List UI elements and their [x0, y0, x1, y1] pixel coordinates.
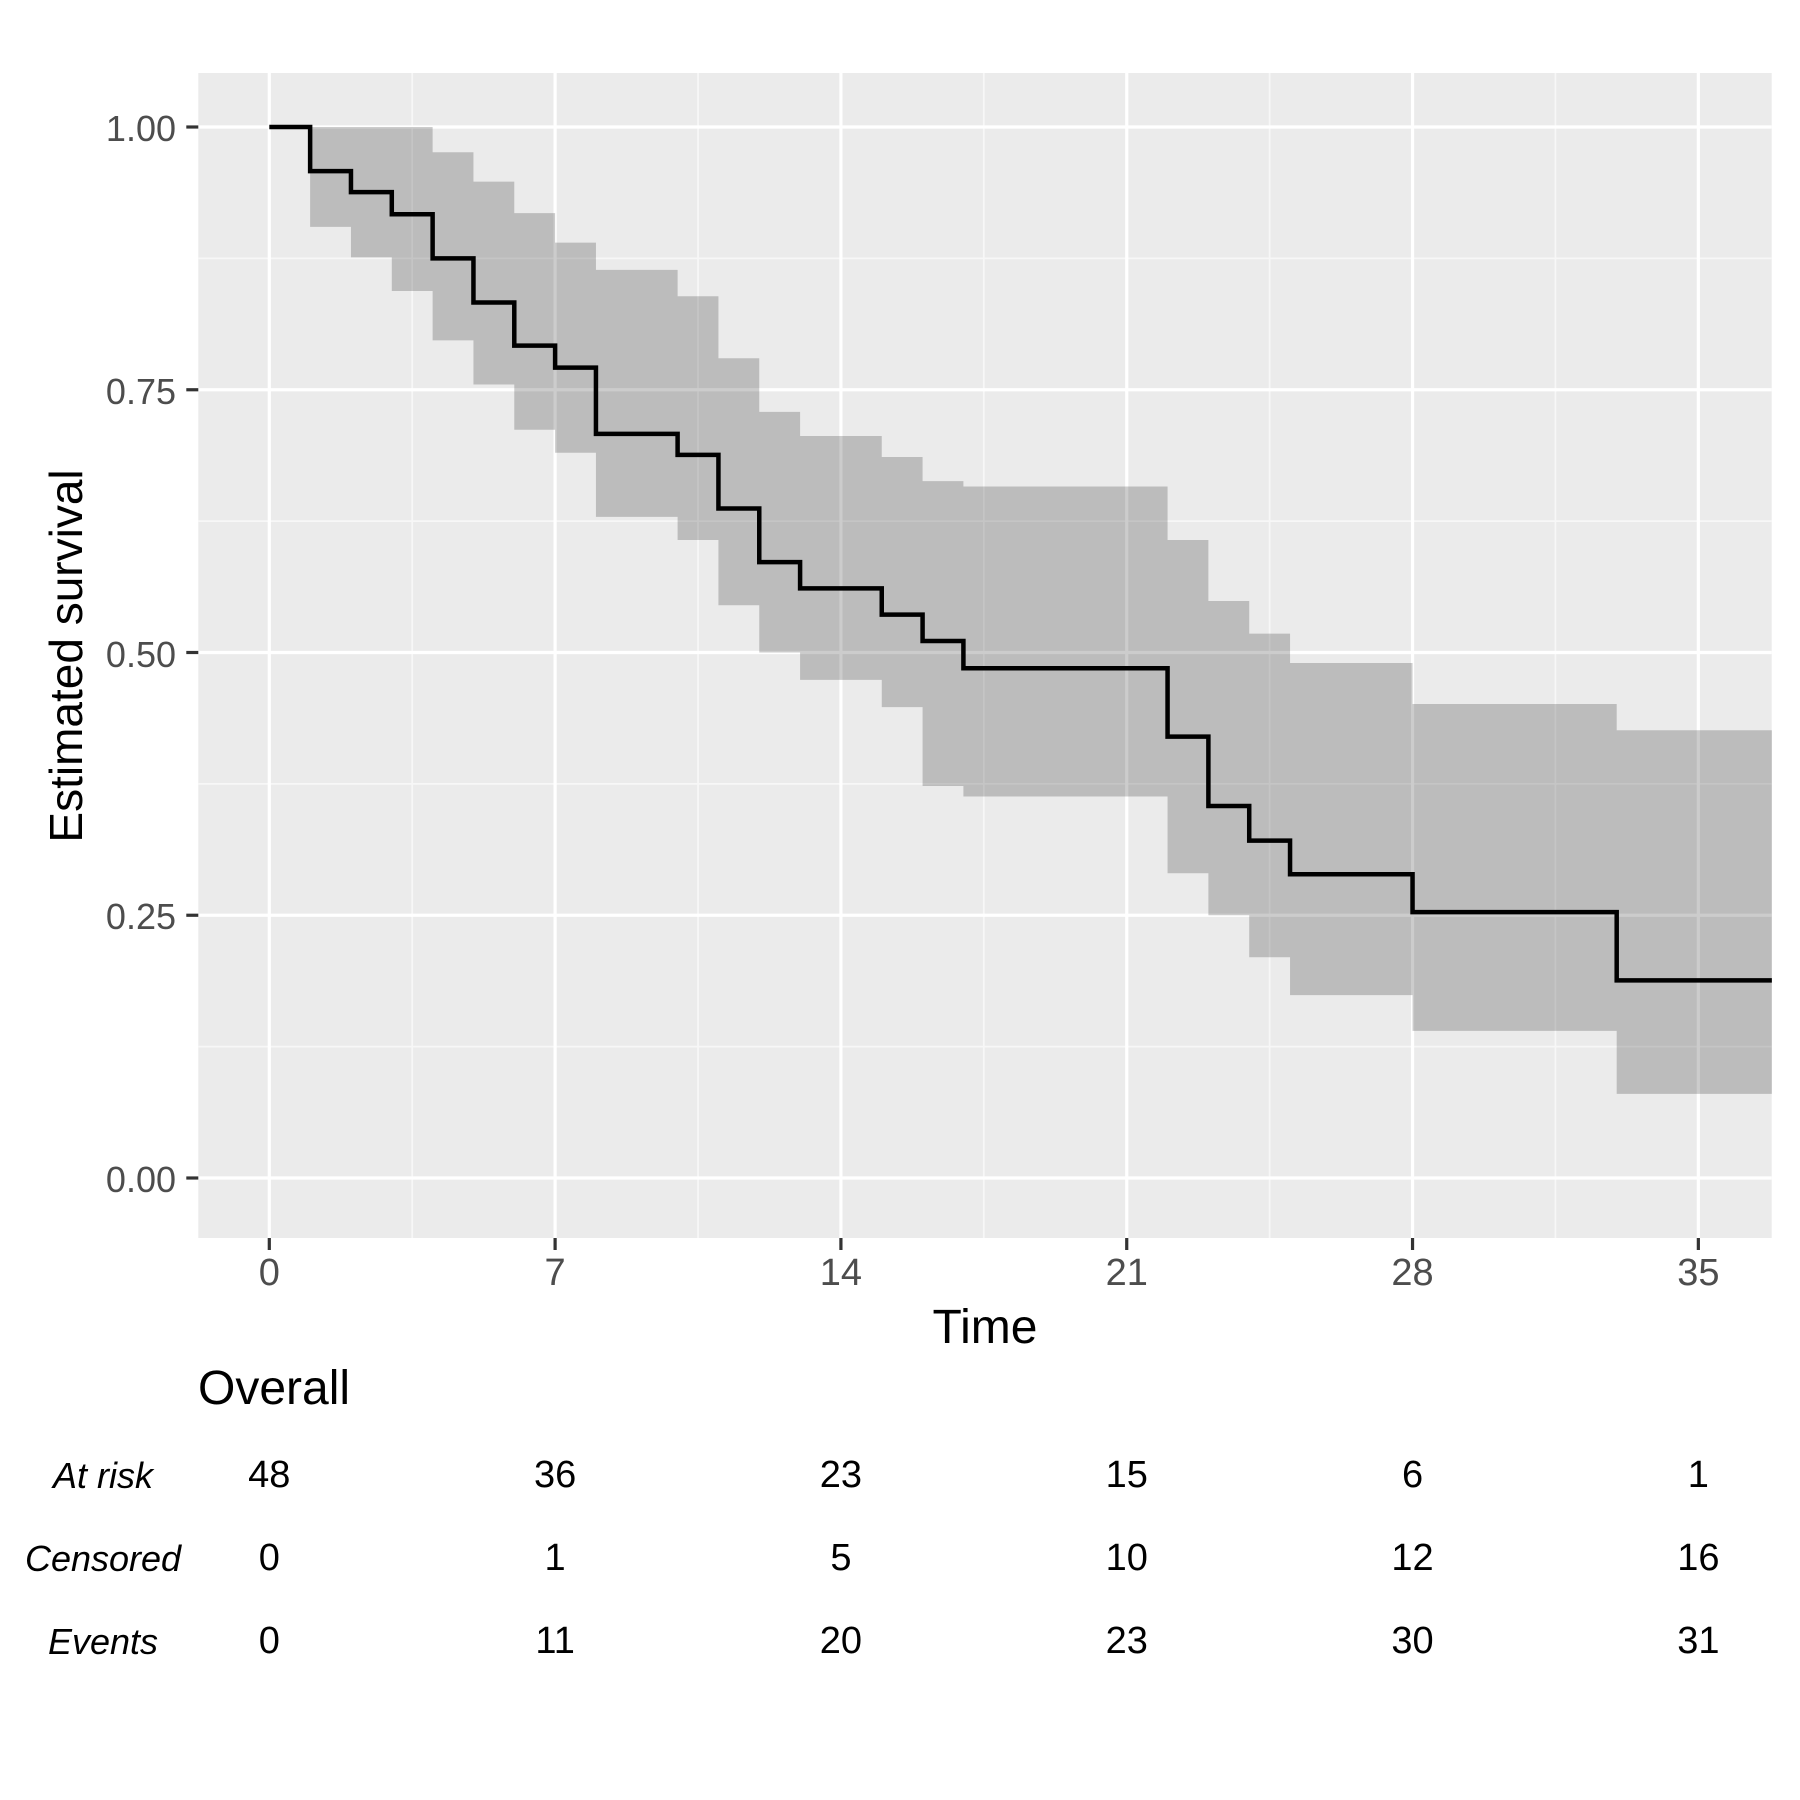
risk-table-value: 6 — [1401, 1454, 1424, 1496]
risk-table-value: 0 — [258, 1537, 280, 1579]
risk-table-value: 16 — [1677, 1537, 1720, 1579]
risk-table-value: 5 — [830, 1537, 852, 1579]
x-tick-label: 14 — [819, 1252, 863, 1294]
risk-table-value: 12 — [1391, 1537, 1434, 1579]
risk-table-value: 48 — [248, 1454, 291, 1496]
risk-table-value: 23 — [819, 1454, 863, 1496]
risk-row-label-events: Events — [47, 1621, 159, 1662]
risk-table-value: 31 — [1677, 1620, 1720, 1662]
x-axis-title: Time — [932, 1301, 1038, 1354]
risk-table-value: 10 — [1105, 1537, 1148, 1579]
plot-panel — [198, 73, 1772, 1238]
risk-table-value: 20 — [819, 1620, 863, 1662]
y-tick-label: 1.00 — [105, 108, 176, 149]
risk-table-value: 11 — [535, 1620, 575, 1662]
survival-plot — [186, 73, 1772, 1250]
x-tick-label: 21 — [1105, 1252, 1148, 1294]
risk-table-value: 36 — [533, 1454, 577, 1496]
risk-table-value: 15 — [1105, 1454, 1148, 1496]
x-tick-label: 7 — [544, 1252, 566, 1294]
x-tick-label: 35 — [1677, 1252, 1720, 1294]
x-tick-label: 28 — [1391, 1252, 1434, 1294]
y-tick-label: 0.50 — [105, 633, 176, 675]
risk-table-title: Overall — [198, 1362, 351, 1415]
y-tick-label: 0.75 — [105, 370, 176, 412]
risk-table-value: 0 — [258, 1620, 280, 1662]
risk-table-value: 1 — [1687, 1454, 1709, 1496]
y-tick-label: 0.00 — [105, 1159, 176, 1200]
risk-table-value: 1 — [544, 1537, 566, 1579]
x-tick-label: 0 — [258, 1252, 280, 1294]
risk-row-label-at-risk: At risk — [52, 1455, 153, 1496]
y-tick-label: 0.25 — [105, 896, 176, 938]
confidence-band — [269, 127, 1772, 1094]
risk-table-value: 23 — [1105, 1620, 1148, 1662]
risk-table-value: 30 — [1391, 1620, 1434, 1662]
km-curve — [269, 124, 1772, 983]
risk-row-label-censored: Censored — [24, 1538, 182, 1579]
